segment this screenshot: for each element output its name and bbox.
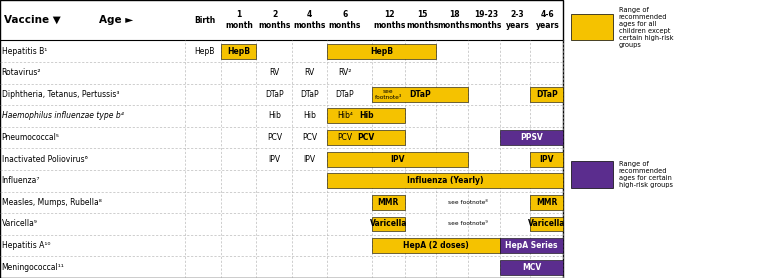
Text: MMR: MMR xyxy=(378,198,399,207)
Text: 1
month: 1 month xyxy=(225,11,253,30)
Bar xyxy=(327,130,405,145)
Text: Hib: Hib xyxy=(269,111,281,120)
Text: 2
months: 2 months xyxy=(259,11,291,30)
Text: RV: RV xyxy=(304,68,315,77)
Text: Age ►: Age ► xyxy=(99,15,134,25)
Bar xyxy=(530,87,563,102)
Text: MCV: MCV xyxy=(522,263,541,272)
Text: DTaP: DTaP xyxy=(536,90,558,99)
Text: PPSV: PPSV xyxy=(520,133,542,142)
Bar xyxy=(500,130,563,145)
Text: Pneumococcal⁵: Pneumococcal⁵ xyxy=(2,133,60,142)
Bar xyxy=(530,152,563,167)
Bar xyxy=(0,0,563,278)
Text: Range of
recommended
ages for all
children except
certain high-risk
groups: Range of recommended ages for all childr… xyxy=(619,7,673,48)
Text: Hepatitis A¹⁰: Hepatitis A¹⁰ xyxy=(2,241,50,250)
Bar xyxy=(530,217,563,232)
Text: 18
months: 18 months xyxy=(438,11,470,30)
Text: 19-23
months: 19-23 months xyxy=(470,11,502,30)
Text: MMR: MMR xyxy=(536,198,558,207)
Text: Diphtheria, Tetanus, Pertussis³: Diphtheria, Tetanus, Pertussis³ xyxy=(2,90,119,99)
Text: Vaccine ▼: Vaccine ▼ xyxy=(4,15,60,25)
Text: Haemophilus influenzae type b⁴: Haemophilus influenzae type b⁴ xyxy=(2,111,124,120)
Text: Rotavirus²: Rotavirus² xyxy=(2,68,41,77)
Text: PCV: PCV xyxy=(337,133,353,142)
Bar xyxy=(372,217,405,232)
Text: 12
months: 12 months xyxy=(373,11,405,30)
Text: IPV: IPV xyxy=(304,155,316,164)
Bar xyxy=(372,195,405,210)
Text: Varicella: Varicella xyxy=(369,219,407,229)
Text: PCV: PCV xyxy=(267,133,282,142)
Text: HepB: HepB xyxy=(370,47,394,56)
Text: 2-3
years: 2-3 years xyxy=(505,11,530,30)
Text: 4-6
years: 4-6 years xyxy=(536,11,560,30)
Text: DTaP: DTaP xyxy=(266,90,284,99)
Text: PCV: PCV xyxy=(302,133,317,142)
Text: Hib⁴: Hib⁴ xyxy=(337,111,353,120)
Bar xyxy=(327,173,563,188)
Text: Birth: Birth xyxy=(194,16,215,25)
Bar xyxy=(372,238,500,253)
Text: RV²: RV² xyxy=(338,68,352,77)
Text: Range of
recommended
ages for certain
high-risk groups: Range of recommended ages for certain hi… xyxy=(619,161,673,188)
Text: 4
months: 4 months xyxy=(294,11,326,30)
Bar xyxy=(571,161,613,188)
Bar xyxy=(327,108,405,123)
Bar xyxy=(372,87,468,102)
Text: IPV: IPV xyxy=(391,155,405,164)
Text: IPV: IPV xyxy=(269,155,281,164)
Text: Influenza⁷: Influenza⁷ xyxy=(2,176,40,185)
Text: Hib: Hib xyxy=(304,111,316,120)
Text: HepB: HepB xyxy=(195,47,214,56)
Text: HepB: HepB xyxy=(227,47,250,56)
Bar xyxy=(500,238,563,253)
Bar xyxy=(327,152,468,167)
Text: HepA Series: HepA Series xyxy=(505,241,558,250)
Text: PCV: PCV xyxy=(358,133,375,142)
Text: 6
months: 6 months xyxy=(329,11,361,30)
Text: DTaP: DTaP xyxy=(409,90,431,99)
Text: Inactivated Poliovirus⁶: Inactivated Poliovirus⁶ xyxy=(2,155,87,164)
Bar xyxy=(500,260,563,275)
Text: Varicella: Varicella xyxy=(528,219,565,229)
Text: Measles, Mumps, Rubella⁸: Measles, Mumps, Rubella⁸ xyxy=(2,198,101,207)
Text: see footnote⁸: see footnote⁸ xyxy=(448,200,488,205)
Text: IPV: IPV xyxy=(539,155,554,164)
Text: DTaP: DTaP xyxy=(301,90,319,99)
Text: HepA (2 doses): HepA (2 doses) xyxy=(403,241,468,250)
Bar xyxy=(327,44,436,59)
Text: Influenza (Yearly): Influenza (Yearly) xyxy=(407,176,484,185)
Text: 15
months: 15 months xyxy=(407,11,439,30)
Text: Hib: Hib xyxy=(359,111,374,120)
Text: Varicella⁹: Varicella⁹ xyxy=(2,219,37,229)
Text: RV: RV xyxy=(269,68,280,77)
Text: DTaP: DTaP xyxy=(336,90,354,99)
Bar xyxy=(571,14,613,40)
Text: see footnote⁹: see footnote⁹ xyxy=(448,222,488,227)
Bar xyxy=(530,195,563,210)
Text: Meningococcal¹¹: Meningococcal¹¹ xyxy=(2,263,64,272)
Text: see
footnote³: see footnote³ xyxy=(375,89,402,100)
Bar xyxy=(221,44,256,59)
Text: Hepatitis B¹: Hepatitis B¹ xyxy=(2,47,47,56)
